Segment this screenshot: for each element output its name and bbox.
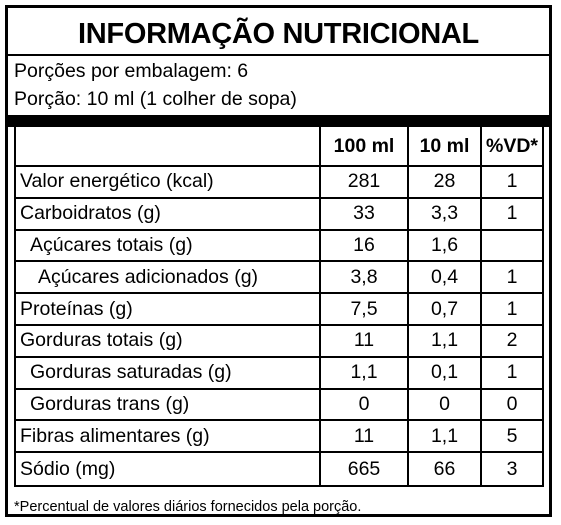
value-daily-percent: [482, 231, 542, 261]
value-daily-percent: 1: [506, 361, 518, 384]
value-per-portion: 28: [409, 167, 482, 197]
value-daily-percent: 1: [506, 297, 518, 320]
value-per-portion: 1,1: [409, 325, 482, 356]
table-row: Sódio (mg) 665 66 3: [16, 453, 542, 485]
nutrient-name: Fibras alimentares (g): [16, 421, 321, 452]
value-daily-percent: 5: [506, 424, 518, 447]
servings-per-package: Porções por embalagem: 6: [14, 60, 249, 82]
nutrient-name: Sódio (mg): [16, 453, 321, 485]
value-per-100: 0: [321, 389, 409, 420]
nutrient-name: Gorduras totais (g): [16, 325, 321, 356]
value-daily-percent: 1: [506, 265, 518, 288]
value-daily-percent: 1: [506, 170, 518, 193]
serving-size: Porção: 10 ml (1 colher de sopa): [14, 88, 297, 110]
value-daily-percent: 3: [506, 457, 518, 480]
footnote: *Percentual de valores diários fornecido…: [14, 499, 362, 515]
value-per-portion: 1,1: [409, 421, 482, 452]
value-per-portion: 1,6: [409, 230, 482, 261]
table-row: Gorduras trans (g) 0 0 0: [16, 389, 542, 422]
table-row: Açúcares totais (g) 16 1,6: [16, 230, 542, 263]
nutrition-facts-label: INFORMAÇÃO NUTRICIONAL Porções por embal…: [5, 5, 552, 517]
value-per-portion: 66: [409, 453, 482, 485]
value-per-100: 281: [321, 167, 409, 197]
nutrient-name: Gorduras saturadas (g): [16, 357, 321, 388]
header-nutrient-cell: [16, 127, 321, 165]
value-per-100: 665: [321, 453, 409, 485]
nutrient-name: Carboidratos (g): [16, 198, 321, 229]
value-per-100: 7,5: [321, 294, 409, 324]
header-per-100: 100 ml: [321, 127, 409, 165]
title-divider: [8, 54, 549, 56]
nutrient-table: 100 ml 10 ml %VD* Valor energético (kcal…: [14, 127, 544, 487]
value-per-100: 11: [321, 421, 409, 452]
value-per-100: 16: [321, 230, 409, 261]
value-per-100: 1,1: [321, 357, 409, 388]
table-row: Carboidratos (g) 33 3,3 1: [16, 198, 542, 231]
value-per-portion: 0: [409, 389, 482, 420]
thick-divider-bar: [8, 115, 549, 127]
label-title: INFORMAÇÃO NUTRICIONAL: [78, 18, 479, 50]
nutrient-name: Gorduras trans (g): [16, 389, 321, 420]
value-per-100: 33: [321, 198, 409, 229]
nutrient-name: Açúcares adicionados (g): [16, 262, 321, 293]
table-row: Gorduras totais (g) 11 1,1 2: [16, 325, 542, 358]
table-row: Açúcares adicionados (g) 3,8 0,4 1: [16, 262, 542, 295]
value-per-portion: 0,4: [409, 262, 482, 293]
value-per-100: 11: [321, 325, 409, 356]
table-row: Gorduras saturadas (g) 1,1 0,1 1: [16, 357, 542, 390]
value-per-100: 3,8: [321, 262, 409, 293]
value-daily-percent: 2: [506, 329, 518, 352]
value-per-portion: 3,3: [409, 198, 482, 229]
nutrient-name: Proteínas (g): [16, 294, 321, 324]
table-row: Valor energético (kcal) 281 28 1: [16, 167, 542, 199]
nutrient-name: Valor energético (kcal): [16, 167, 321, 197]
value-daily-percent: 1: [506, 202, 518, 225]
table-row: Fibras alimentares (g) 11 1,1 5: [16, 421, 542, 454]
nutrient-name: Açúcares totais (g): [16, 230, 321, 261]
header-per-portion: 10 ml: [409, 127, 482, 165]
table-header-row: 100 ml 10 ml %VD*: [16, 127, 542, 167]
table-row: Proteínas (g) 7,5 0,7 1: [16, 294, 542, 326]
value-per-portion: 0,7: [409, 294, 482, 324]
value-daily-percent: 0: [506, 392, 518, 415]
header-daily-value: %VD*: [485, 134, 539, 157]
value-per-portion: 0,1: [409, 357, 482, 388]
